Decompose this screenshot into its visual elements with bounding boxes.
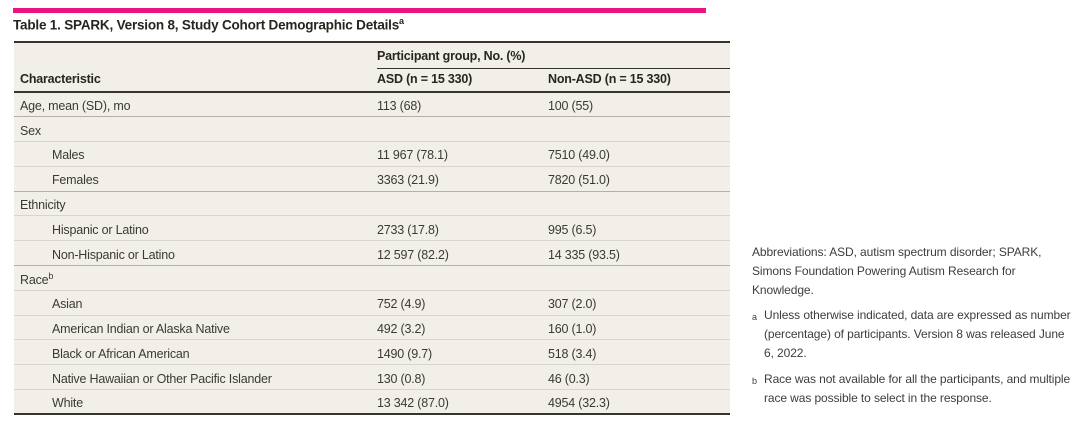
row-label: Asian bbox=[14, 289, 377, 316]
footnote-b-marker: b bbox=[752, 375, 757, 386]
table-row: Age, mean (SD), mo 113 (68) 100 (55) bbox=[14, 92, 730, 117]
footnote-a-marker: a bbox=[752, 312, 757, 323]
table-row: Raceb bbox=[14, 265, 730, 291]
table-row: Ethnicity bbox=[14, 190, 730, 216]
cell-non-asd: 46 (0.3) bbox=[548, 364, 730, 390]
row-label: Age, mean (SD), mo bbox=[20, 99, 131, 114]
cell-non-asd bbox=[548, 116, 730, 142]
abbreviations-note: Abbreviations: ASD, autism spectrum diso… bbox=[752, 245, 1042, 297]
cell-non-asd bbox=[548, 190, 730, 216]
cell-asd: 13 342 (87.0) bbox=[377, 389, 548, 415]
cell-asd bbox=[377, 190, 548, 216]
row-label: Ethnicity bbox=[14, 190, 377, 216]
table-header: Participant group, No. (%) Characteristi… bbox=[14, 42, 730, 93]
cell-non-asd: 307 (2.0) bbox=[548, 289, 730, 316]
row-label: White bbox=[14, 389, 377, 415]
column-group-header: Participant group, No. (%) bbox=[377, 42, 730, 69]
cell-asd: 752 (4.9) bbox=[377, 289, 548, 316]
table-title: Table 1. SPARK, Version 8, Study Cohort … bbox=[13, 16, 404, 33]
row-label: Native Hawaiian or Other Pacific Islande… bbox=[14, 364, 377, 390]
cell-asd: 3363 (21.9) bbox=[377, 165, 548, 192]
cell-asd: 1490 (9.7) bbox=[377, 339, 548, 365]
cell-non-asd: 7510 (49.0) bbox=[548, 141, 730, 167]
cell-asd: 492 (3.2) bbox=[377, 314, 548, 340]
cell-non-asd: 7820 (51.0) bbox=[548, 165, 730, 192]
cell-non-asd: 14 335 (93.5) bbox=[548, 240, 730, 266]
table-body: Age, mean (SD), mo 113 (68) 100 (55) Sex Mal… bbox=[14, 92, 730, 415]
footnote-a: a Unless otherwise indicated, data are ex… bbox=[752, 306, 1076, 362]
cell-asd bbox=[377, 116, 548, 142]
footnote-a-text: Unless otherwise indicated, data are exp… bbox=[764, 308, 1071, 360]
row-label: American Indian or Alaska Native bbox=[14, 314, 377, 340]
spanner-empty-cell bbox=[14, 42, 377, 68]
column-header-row: Characteristic ASD (n = 15 330) Non-ASD … bbox=[14, 68, 730, 93]
table-row: Hispanic or Latino 2733 (17.8) 995 (6.5) bbox=[14, 215, 730, 241]
footnote-b: b Race was not available for all the part… bbox=[752, 370, 1076, 408]
row-label: Non-Hispanic or Latino bbox=[14, 240, 377, 266]
row-label: Black or African American bbox=[14, 339, 377, 365]
demographics-table: Participant group, No. (%) Characteristi… bbox=[14, 41, 730, 416]
footnotes-panel: Abbreviations: ASD, autism spectrum diso… bbox=[752, 243, 1076, 414]
row-label: Sex bbox=[14, 116, 377, 142]
table-title-text: Table 1. SPARK, Version 8, Study Cohort … bbox=[13, 17, 400, 33]
cell-non-asd: 4954 (32.3) bbox=[548, 389, 730, 415]
accent-bar bbox=[13, 8, 706, 13]
table-row: White 13 342 (87.0) 4954 (32.3) bbox=[14, 389, 730, 415]
row-label: Females bbox=[14, 165, 377, 192]
row-label: Raceb bbox=[14, 265, 377, 291]
footnote-b-text: Race was not available for all the parti… bbox=[764, 371, 1071, 405]
cell-non-asd: 160 (1.0) bbox=[548, 314, 730, 340]
column-header-characteristic: Characteristic bbox=[14, 68, 377, 93]
cell-non-asd: 995 (6.5) bbox=[548, 215, 730, 241]
column-header-non-asd: Non-ASD (n = 15 330) bbox=[548, 68, 730, 93]
demographics-table-wrap: Participant group, No. (%) Characteristi… bbox=[14, 41, 730, 416]
cell-asd: 2733 (17.8) bbox=[377, 215, 548, 241]
spanner-row: Participant group, No. (%) bbox=[14, 42, 730, 69]
row-label-footnote-marker: b bbox=[48, 271, 54, 282]
row-label: Males bbox=[14, 141, 377, 167]
cell-asd bbox=[377, 265, 548, 291]
table-row: Native Hawaiian or Other Pacific Islande… bbox=[14, 364, 730, 390]
column-header-asd: ASD (n = 15 330) bbox=[377, 68, 548, 93]
cell-non-asd: 518 (3.4) bbox=[548, 339, 730, 365]
cell-asd: 11 967 (78.1) bbox=[377, 141, 548, 167]
cell-asd: 12 597 (82.2) bbox=[377, 240, 548, 266]
cell-non-asd bbox=[548, 265, 730, 291]
cell-non-asd: 100 (55) bbox=[548, 99, 593, 114]
table-title-footnote-marker: a bbox=[399, 16, 404, 26]
table-row: Non-Hispanic or Latino 12 597 (82.2) 14 33… bbox=[14, 240, 730, 266]
table-row: Males 11 967 (78.1) 7510 (49.0) bbox=[14, 141, 730, 167]
table-row: Females 3363 (21.9) 7820 (51.0) bbox=[14, 165, 730, 192]
cell-asd: 130 (0.8) bbox=[377, 364, 548, 390]
table-row: Asian 752 (4.9) 307 (2.0) bbox=[14, 289, 730, 316]
table-row: Black or African American 1490 (9.7) 518 (… bbox=[14, 339, 730, 365]
table-row: Sex bbox=[14, 116, 730, 142]
table-row: American Indian or Alaska Native 492 (3.2… bbox=[14, 314, 730, 340]
cell-asd: 113 (68) bbox=[377, 99, 422, 114]
row-label: Hispanic or Latino bbox=[14, 215, 377, 241]
